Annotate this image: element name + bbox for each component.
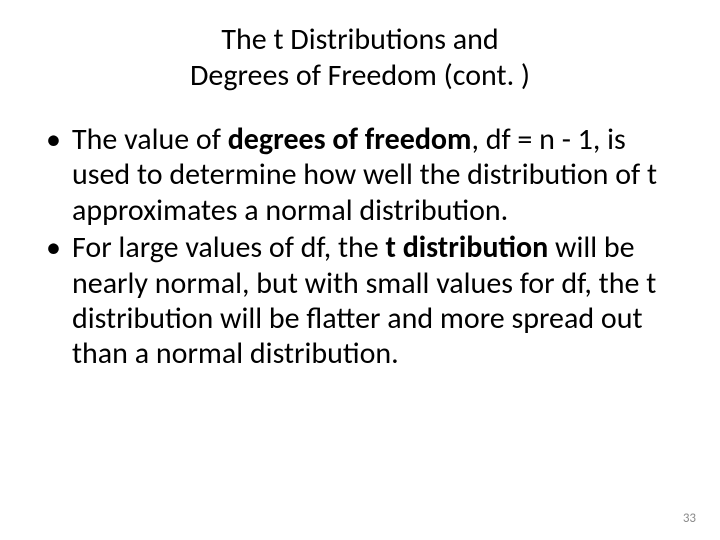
bullet-text-bold: degrees of freedom [228, 121, 472, 158]
page-number: 33 [683, 511, 696, 526]
bullet-text-pre: The value of [72, 121, 228, 158]
list-item: For large values of df, the t distributi… [40, 230, 680, 372]
slide-title: The t Distributions and Degrees of Freed… [40, 22, 680, 94]
bullet-text-pre: For large values of df, the [72, 229, 386, 266]
bullet-text-bold: t distribution [386, 229, 549, 266]
list-item: The value of degrees of freedom, df = n … [40, 122, 680, 228]
slide: The t Distributions and Degrees of Freed… [0, 0, 720, 540]
bullet-list: The value of degrees of freedom, df = n … [40, 122, 680, 372]
title-line-1: The t Distributions and [221, 21, 498, 58]
title-line-2: Degrees of Freedom (cont. ) [190, 57, 530, 94]
